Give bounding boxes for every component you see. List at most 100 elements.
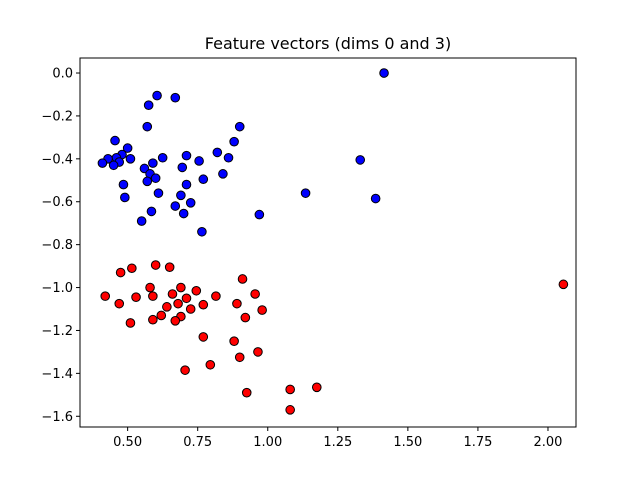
data-point	[157, 152, 168, 163]
data-point	[114, 298, 125, 309]
data-point	[153, 188, 164, 198]
data-point	[177, 162, 188, 173]
data-point	[181, 150, 192, 161]
data-point	[173, 298, 183, 309]
y-tick-label: 0.0	[52, 67, 73, 82]
data-point	[185, 198, 196, 208]
x-axis: 0.50 0.75 1.00 1.25 1.50 1.75 2.00	[113, 427, 562, 450]
data-point	[253, 347, 263, 357]
data-point	[170, 92, 181, 103]
data-point	[237, 274, 248, 284]
data-point	[120, 192, 130, 203]
data-point	[170, 201, 181, 211]
x-tick-label: 0.50	[113, 435, 142, 450]
y-tick-label: −1.6	[41, 410, 73, 425]
data-point	[194, 156, 204, 166]
data-point	[156, 310, 167, 321]
data-point	[131, 292, 141, 303]
data-point	[136, 216, 147, 226]
data-point	[142, 176, 153, 187]
data-point	[122, 143, 133, 153]
y-tick-label: −1.0	[41, 281, 73, 296]
series-0	[97, 68, 389, 237]
data-point	[232, 298, 242, 309]
data-point	[180, 365, 190, 375]
data-point	[191, 285, 202, 296]
data-point	[181, 293, 192, 304]
y-axis: 0.0 −0.2 −0.4 −0.6 −0.8 −1.0 −1.2 −1.4 −1.6	[41, 67, 80, 425]
data-point	[162, 302, 172, 312]
data-point	[229, 136, 239, 147]
data-point	[125, 318, 136, 328]
series-1	[100, 260, 569, 415]
data-point	[211, 291, 221, 301]
x-tick-label: 1.50	[393, 435, 422, 450]
data-point	[150, 260, 161, 270]
data-point	[257, 305, 267, 315]
data-point	[115, 267, 126, 278]
data-point	[178, 208, 189, 219]
data-point	[198, 299, 209, 310]
data-point	[110, 135, 120, 146]
data-point	[254, 209, 265, 220]
data-point	[142, 121, 153, 132]
data-point	[198, 174, 209, 185]
data-point	[127, 263, 137, 274]
data-point	[250, 289, 260, 299]
x-tick-label: 1.25	[323, 435, 352, 450]
x-tick-label: 2.00	[534, 435, 563, 450]
data-point	[241, 387, 252, 398]
data-point	[197, 226, 207, 237]
data-point	[108, 160, 119, 171]
data-point	[148, 291, 158, 301]
data-point	[143, 100, 154, 110]
data-point	[300, 188, 311, 198]
plot-area	[79, 57, 577, 428]
data-point	[164, 262, 175, 272]
data-point	[558, 279, 569, 290]
data-point	[234, 121, 245, 132]
x-tick-label: 0.75	[183, 435, 212, 450]
data-point	[118, 179, 129, 190]
chart-title: Feature vectors (dims 0 and 3)	[205, 34, 451, 53]
data-point	[148, 158, 158, 168]
data-point	[176, 282, 186, 293]
data-point	[150, 173, 161, 183]
data-point	[167, 289, 178, 299]
y-tick-label: −1.2	[41, 324, 73, 339]
data-point	[212, 147, 223, 158]
data-point	[234, 352, 245, 363]
data-point	[240, 312, 251, 323]
data-point	[125, 154, 136, 164]
data-point	[145, 282, 155, 293]
x-tick-label: 1.00	[253, 435, 282, 450]
data-point	[198, 332, 209, 342]
data-point	[229, 336, 239, 346]
y-tick-label: −1.4	[41, 367, 73, 382]
x-tick-label: 1.75	[463, 435, 492, 450]
data-point	[285, 384, 295, 395]
data-point	[370, 193, 381, 204]
y-tick-label: −0.6	[41, 195, 73, 210]
data-point	[146, 206, 157, 217]
data-point	[285, 405, 295, 415]
data-point	[148, 314, 158, 325]
y-tick-label: −0.4	[41, 152, 73, 167]
data-point	[97, 158, 108, 168]
data-point	[100, 291, 111, 301]
data-point	[223, 152, 234, 163]
data-point	[176, 190, 186, 201]
data-point	[170, 316, 181, 326]
y-tick-label: −0.2	[41, 109, 73, 124]
y-tick-label: −0.8	[41, 238, 73, 253]
data-point	[152, 90, 162, 101]
data-point	[311, 382, 322, 393]
data-point	[181, 179, 192, 190]
data-points	[97, 68, 569, 415]
data-point	[379, 68, 389, 78]
data-point	[185, 304, 196, 314]
data-point	[218, 169, 228, 179]
data-point	[355, 155, 366, 165]
data-point	[205, 359, 216, 370]
